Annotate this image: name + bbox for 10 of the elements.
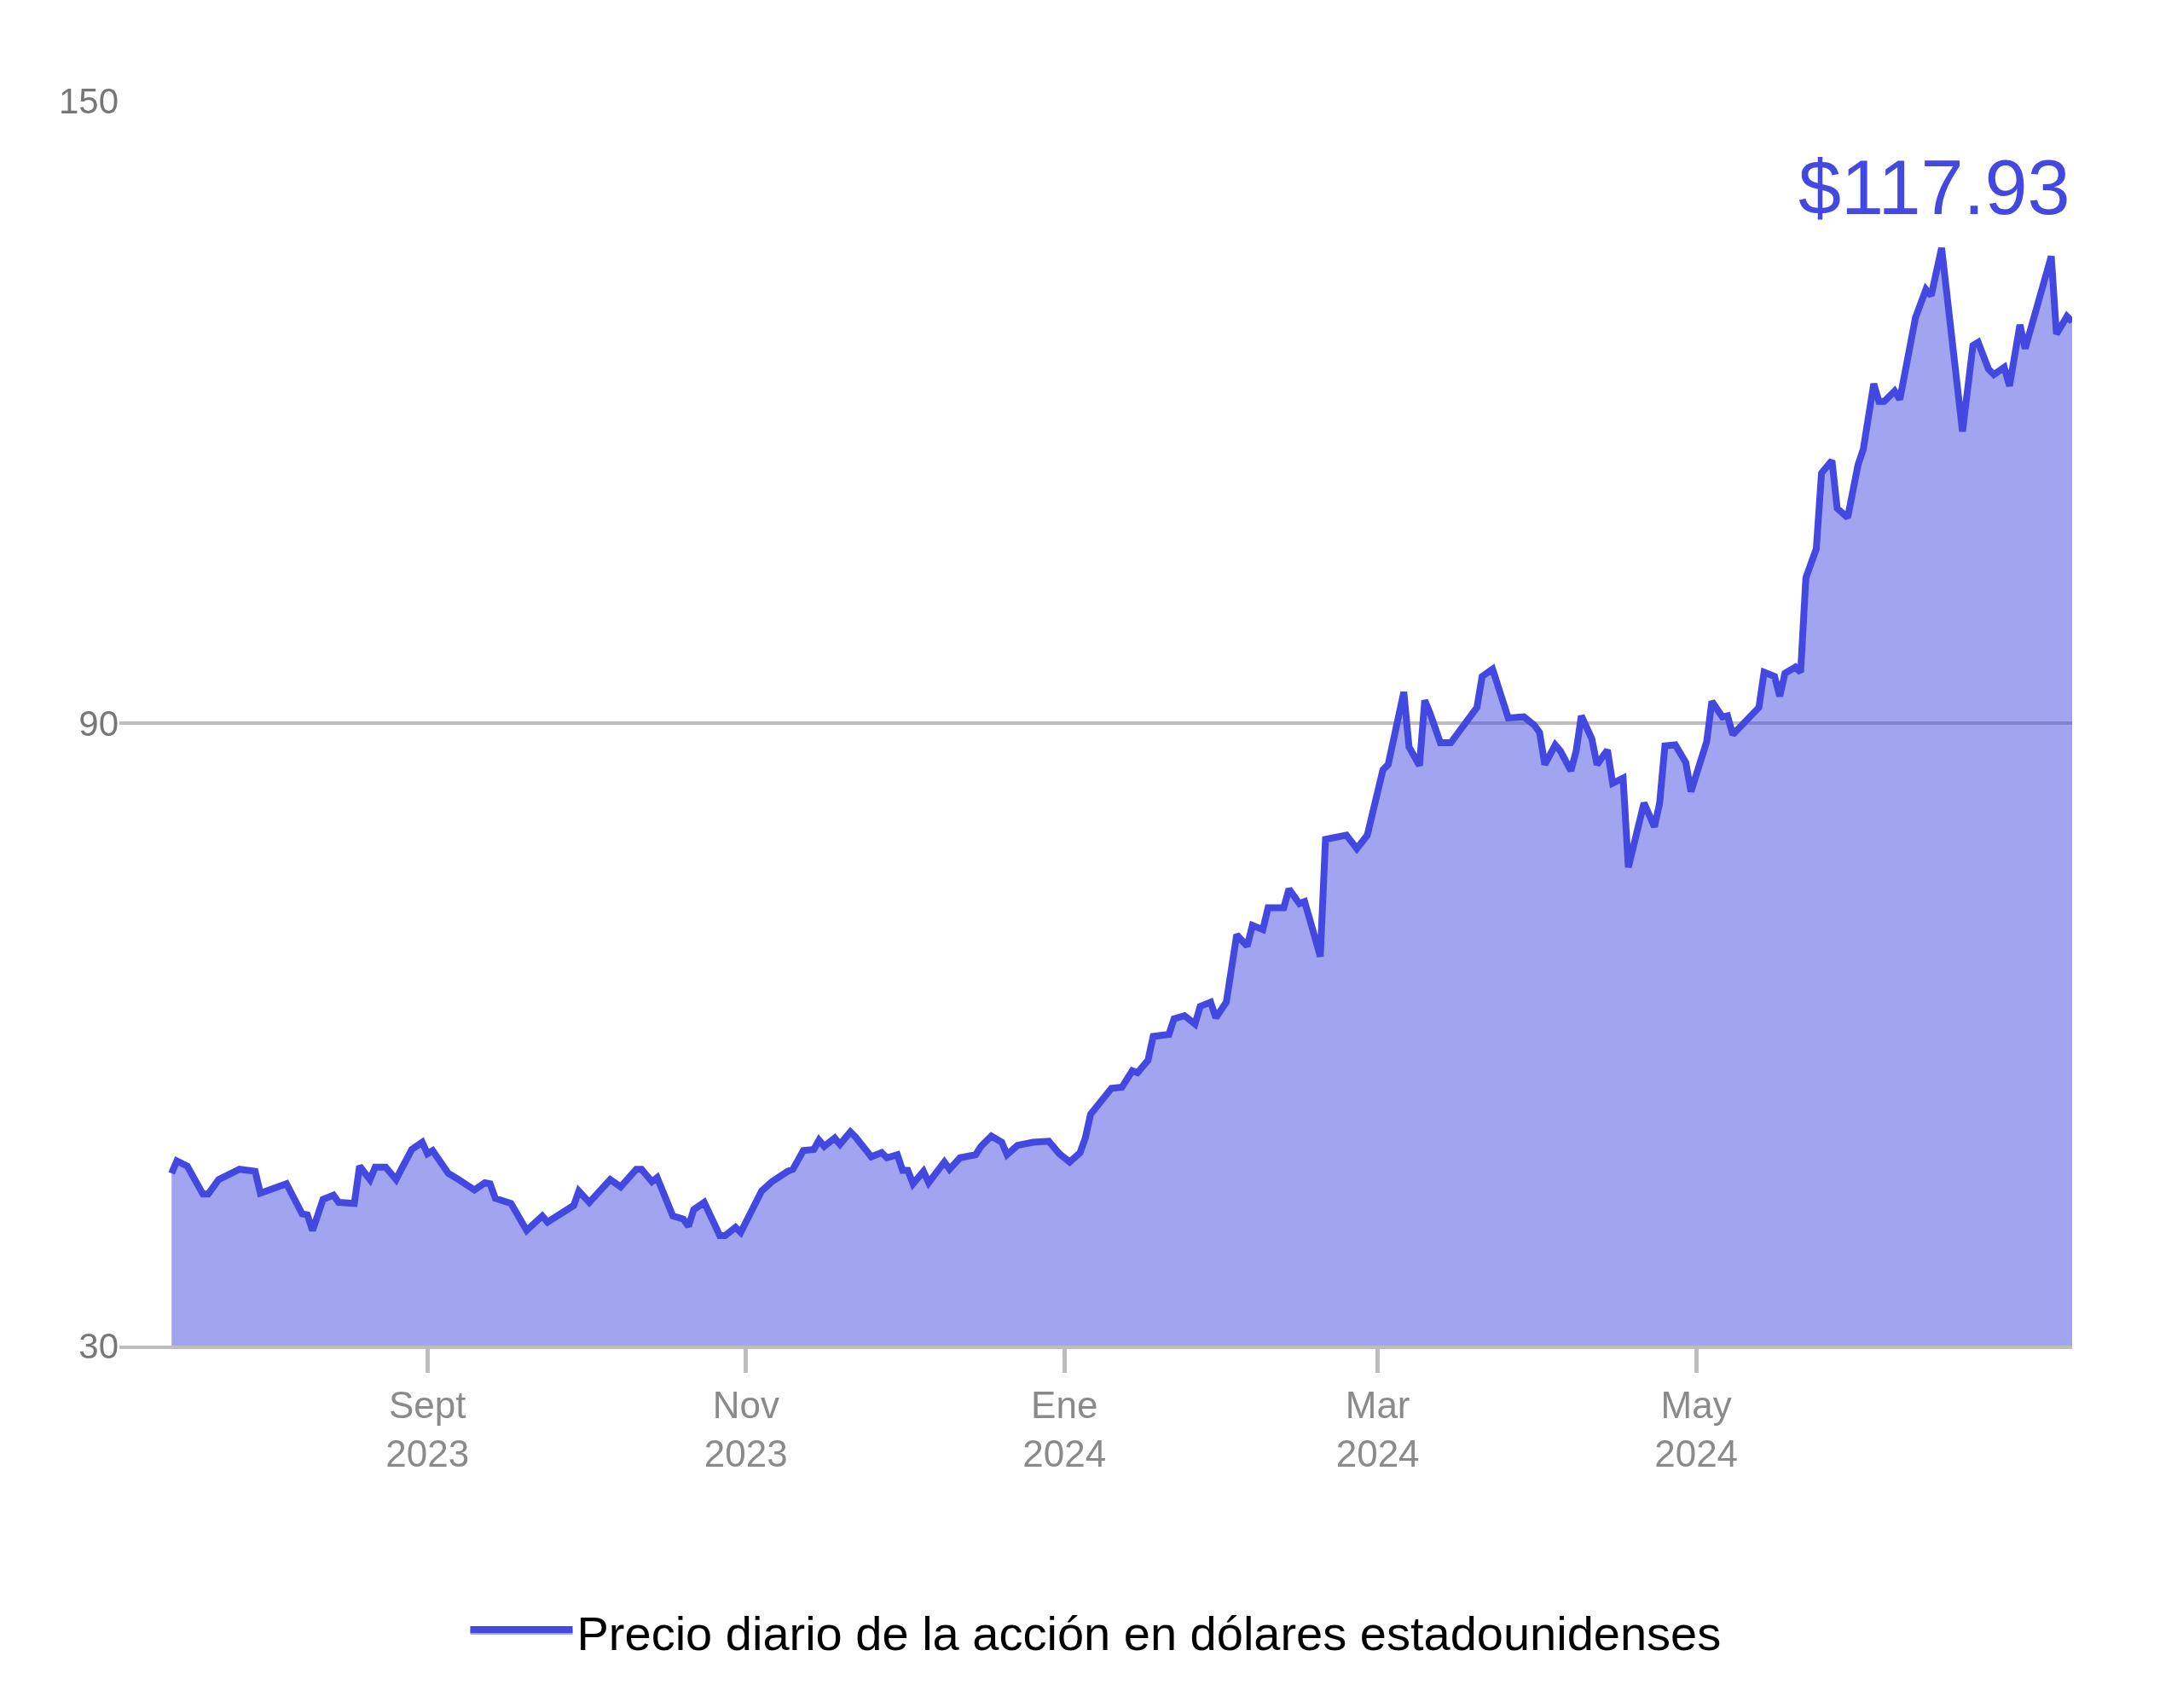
legend-label: Precio diario de la acción en dólares estadounidenses: [576, 1606, 1722, 1660]
x-tick-label: May 2024: [1654, 1383, 1739, 1474]
x-tick-label: Sept 2023: [385, 1383, 470, 1474]
x-tick-label: Nov 2023: [704, 1383, 788, 1474]
y-tick-label: 30: [78, 1325, 119, 1366]
x-tick-label: Mar 2024: [1335, 1383, 1420, 1474]
y-tick-label: 90: [78, 703, 119, 744]
x-tick-label: Ene 2024: [1022, 1383, 1107, 1474]
y-tick-label: 150: [58, 80, 119, 121]
annotation: $117.93: [1798, 145, 2070, 230]
